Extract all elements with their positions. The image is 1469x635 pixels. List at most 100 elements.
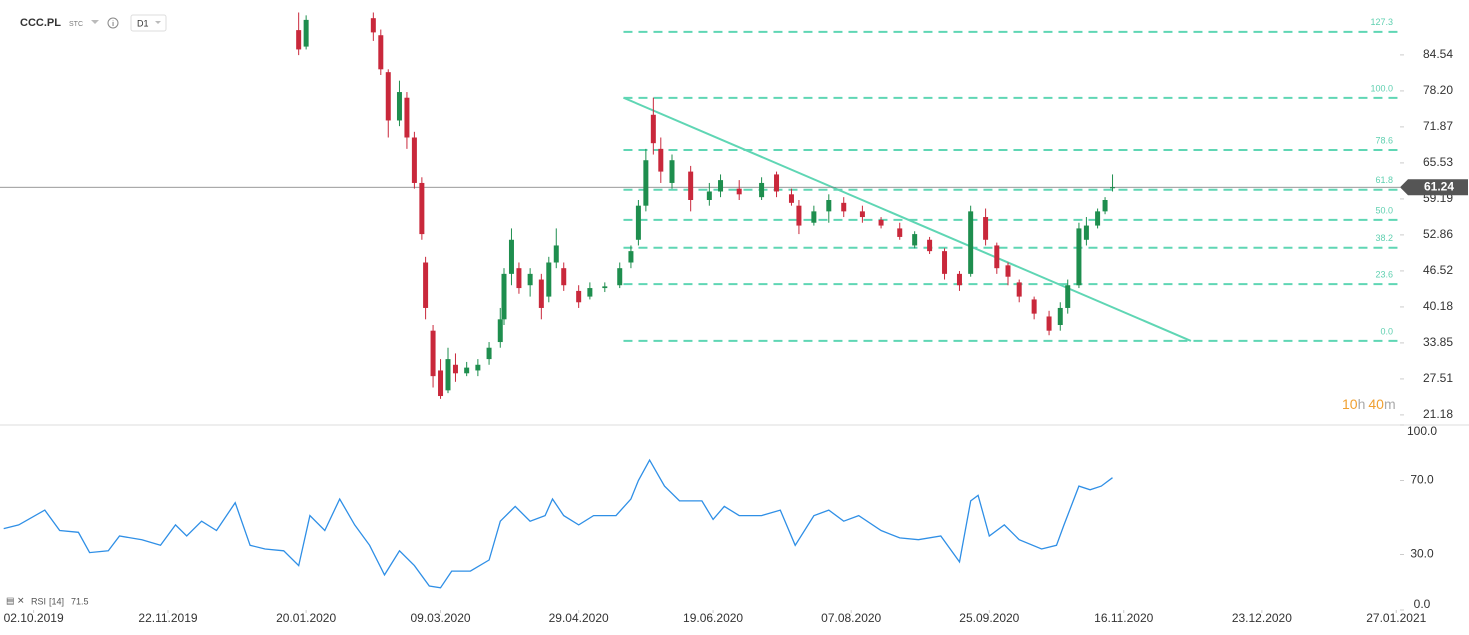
candle-body <box>445 359 451 391</box>
y-tick-label: 65.53 <box>1423 155 1453 169</box>
m-unit: m <box>1384 396 1396 412</box>
candle-body <box>438 370 444 397</box>
minutes: 40 <box>1368 396 1384 412</box>
candle-body <box>378 35 384 70</box>
y-tick-label: 27.51 <box>1423 371 1453 385</box>
fib-label: 0.0 <box>1380 326 1393 336</box>
candle-body <box>635 205 641 240</box>
candle-body <box>411 137 417 183</box>
candle-body <box>1095 211 1101 226</box>
y-tick-label: 84.54 <box>1423 47 1453 61</box>
candle-body <box>587 288 593 297</box>
rsi-tick-label: 30.0 <box>1410 547 1434 561</box>
candle-body <box>1046 316 1052 331</box>
rsi-plot <box>3 458 1113 589</box>
candle-body <box>516 268 522 289</box>
candle-body <box>475 364 481 371</box>
y-tick-label: 46.52 <box>1423 263 1453 277</box>
candle-body <box>774 174 780 192</box>
candle-body <box>912 234 918 246</box>
candle-body <box>927 239 933 252</box>
candle-body <box>897 228 903 237</box>
rsi-name: RSI <box>31 596 46 606</box>
candle-body <box>1110 187 1116 189</box>
x-tick-label: 23.12.2020 <box>1232 611 1292 625</box>
interval-select[interactable] <box>130 14 167 32</box>
last-price-tag <box>1400 179 1468 196</box>
info-icon[interactable] <box>107 17 119 29</box>
fib-label: 23.6 <box>1375 269 1393 279</box>
candle-body <box>486 347 492 360</box>
candle-body <box>1065 285 1071 308</box>
candle-body <box>826 200 832 212</box>
interval: D1 <box>137 18 149 28</box>
candle-body <box>643 160 649 206</box>
candle-body <box>430 330 436 377</box>
fib-label: 127.3 <box>1370 17 1393 27</box>
candle-body <box>650 114 656 144</box>
rsi-line <box>3 458 1113 589</box>
candle-body <box>370 18 376 33</box>
candle-body <box>602 286 608 289</box>
hours: 10 <box>1342 396 1358 412</box>
candle-body <box>796 205 802 226</box>
candle-body <box>385 72 391 121</box>
y-tick-label: 52.86 <box>1423 227 1453 241</box>
y-tick-label: 33.85 <box>1423 335 1453 349</box>
x-tick-label: 25.09.2020 <box>959 611 1019 625</box>
candle-body <box>423 262 429 308</box>
x-tick-label: 22.11.2019 <box>138 611 197 625</box>
candle-body <box>956 273 962 286</box>
fib-label: 38.2 <box>1375 233 1393 243</box>
candle-body <box>968 211 974 274</box>
candle-body <box>788 194 794 203</box>
x-tick-label: 20.01.2020 <box>276 611 336 625</box>
x-tick-label: 29.04.2020 <box>549 611 609 625</box>
countdown: 10h 40m <box>1342 396 1396 412</box>
candle-body <box>688 171 694 200</box>
x-tick-label: 07.08.2020 <box>821 611 881 625</box>
candle-body <box>1083 225 1089 240</box>
candle-body <box>419 182 425 235</box>
candle-body <box>669 160 675 183</box>
candle-body <box>994 245 1000 269</box>
market-dropdown[interactable] <box>91 20 99 24</box>
fib-label: 100.0 <box>1370 83 1393 93</box>
trendline <box>623 96 1192 342</box>
candle-body <box>628 251 634 263</box>
candle-body <box>759 182 765 198</box>
candle-body <box>508 239 514 274</box>
candle-body <box>942 251 948 274</box>
candle-body <box>538 279 544 308</box>
rsi-tick-label: 0.0 <box>1414 597 1431 611</box>
candle-body <box>464 367 470 374</box>
candle-body <box>1102 200 1108 212</box>
candle-body <box>576 290 582 303</box>
x-tick-label: 09.03.2020 <box>411 611 471 625</box>
candle-body <box>1057 307 1063 325</box>
candle-body <box>396 92 402 121</box>
rsi-tick-label: 100.0 <box>1407 424 1437 438</box>
market: STC <box>69 21 83 28</box>
candle-body <box>859 211 865 218</box>
h-unit: h <box>1358 396 1366 412</box>
y-tick-label: 21.18 <box>1423 407 1453 421</box>
candle-body <box>497 319 503 343</box>
candle-body <box>452 364 458 374</box>
y-tick-label: 71.87 <box>1423 119 1453 133</box>
candle-body <box>1031 299 1037 314</box>
candle-body <box>546 262 552 297</box>
symbol[interactable]: CCC.PL <box>20 17 61 29</box>
candle-body <box>1016 282 1022 297</box>
price-plot <box>0 12 1400 399</box>
axes: 84.5478.2071.8765.5359.1952.8646.5240.18… <box>4 17 1468 625</box>
interval-caret <box>155 21 161 24</box>
rsi-icons[interactable]: ▤ ✕ <box>6 595 25 605</box>
rsi-tick-label: 70.0 <box>1410 473 1434 487</box>
candle-body <box>841 202 847 212</box>
candle-body <box>736 188 742 195</box>
candle-body <box>527 273 533 286</box>
candle-body <box>718 180 724 192</box>
